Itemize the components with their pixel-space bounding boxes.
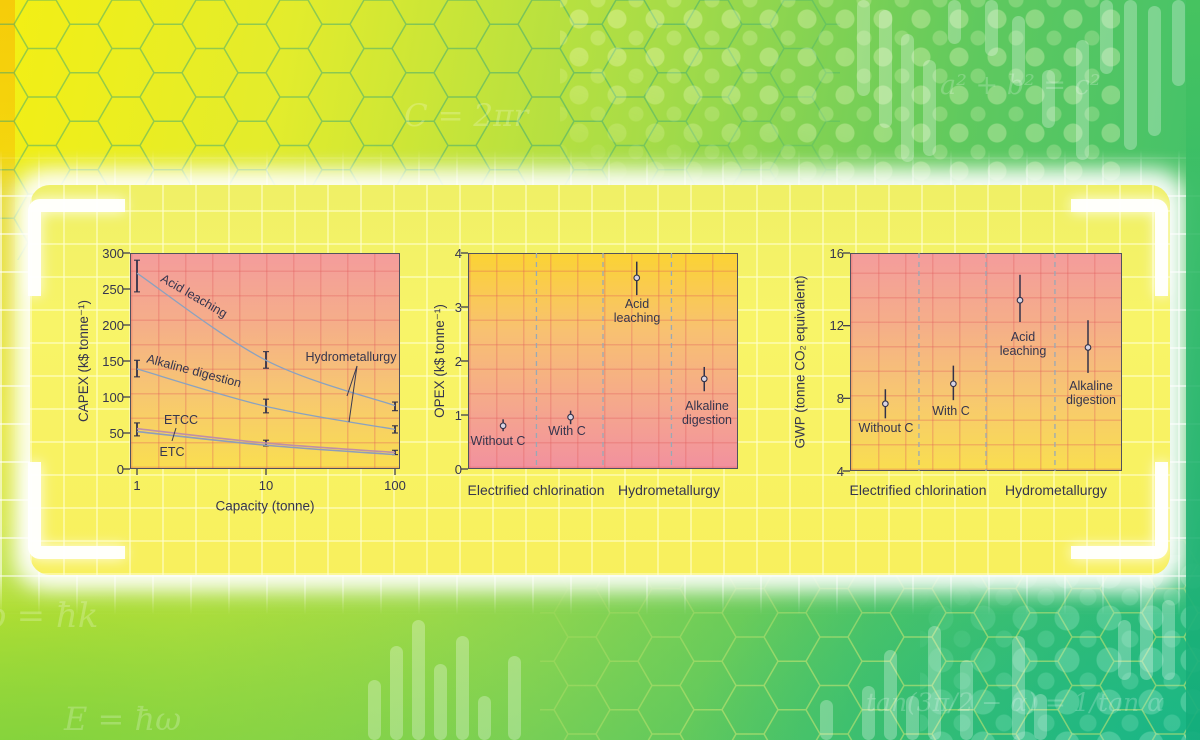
right-edge-strip	[1186, 0, 1200, 740]
equalizer-bar	[1076, 40, 1089, 160]
group-label-hydrometallurgy-opex: Hydrometallurgy	[618, 482, 720, 498]
tick-label: 2	[454, 353, 462, 369]
equalizer-bar	[901, 34, 914, 162]
equalizer-bar	[1124, 0, 1137, 150]
equalizer-bar	[508, 656, 521, 740]
formula-circumference: C = 2πr	[404, 98, 529, 134]
equalizer-bar	[857, 0, 870, 96]
tick-label: 300	[102, 245, 124, 261]
capex-x-axis-label: Capacity (tonne)	[215, 498, 315, 514]
equalizer-bar	[1100, 0, 1113, 74]
equalizer-bar	[1118, 620, 1131, 680]
equalizer-bar	[1012, 636, 1025, 740]
equalizer-bar	[879, 10, 892, 128]
corner-bracket-bottom-left	[28, 462, 125, 559]
tick-label: 1	[133, 478, 141, 493]
tick-label: 0	[454, 461, 462, 477]
equalizer-bar	[1034, 694, 1047, 740]
gwp-plot-area	[850, 253, 1122, 471]
equalizer-bar	[1172, 0, 1185, 86]
equalizer-bar	[1042, 70, 1055, 128]
tick-label: 12	[829, 318, 844, 334]
equalizer-bar	[1148, 6, 1161, 136]
corner-bracket-bottom-right	[1071, 462, 1168, 559]
tick-label: 8	[836, 390, 844, 406]
annotation-etcc: ETCC	[163, 413, 199, 427]
equalizer-bar	[948, 0, 961, 44]
equalizer-bar	[960, 660, 973, 740]
tick-label: 100	[384, 478, 406, 493]
formula-pythagoras: a² + b² = c²	[940, 70, 1101, 101]
tick-label: 150	[102, 353, 124, 369]
tick-label: 16	[829, 245, 844, 261]
equalizer-bar	[862, 686, 875, 740]
annotation-without-c-opex: Without C	[470, 434, 526, 448]
tick-label: 3	[454, 299, 462, 315]
equalizer-bar	[820, 700, 833, 740]
formula-tangent: tan(3π/2 − α) = 1/tan α	[866, 688, 1164, 717]
annotation-without-c-gwp: Without C	[858, 421, 914, 435]
annotation-with-c-gwp: With C	[932, 404, 970, 418]
annotation-with-c-opex: With C	[548, 424, 586, 438]
equalizer-bar	[412, 620, 425, 740]
equalizer-bar	[985, 0, 998, 56]
corner-bracket-top-right	[1071, 199, 1168, 296]
corner-bracket-top-left	[28, 199, 125, 296]
annotation-hydrometallurgy-capex: Hydrometallurgy	[305, 350, 397, 364]
equalizer-bar	[928, 626, 941, 740]
formula-energy: E = ħω	[64, 700, 182, 738]
tick-label: 250	[102, 281, 124, 297]
equalizer-bar	[368, 680, 381, 740]
equalizer-bar	[434, 664, 447, 740]
tick-label: 4	[454, 245, 462, 261]
tick-label: 100	[102, 389, 124, 405]
equalizer-bar	[478, 696, 491, 740]
equalizer-bar	[1012, 16, 1025, 86]
annotation-alkaline-digestion-gwp: Alkaline digestion	[1065, 379, 1117, 407]
equalizer-bar	[456, 636, 469, 740]
tick-label: 4	[836, 463, 844, 479]
group-label-electrified-chlorination-opex: Electrified chlorination	[467, 482, 605, 498]
tick-label: 10	[258, 478, 274, 493]
equalizer-bar	[923, 60, 936, 156]
annotation-alkaline-digestion-opex: Alkaline digestion	[681, 399, 733, 427]
gwp-y-axis-label: GWP (tonne CO₂ equivalent)	[792, 275, 808, 449]
annotation-acid-leaching-gwp: Acid leaching	[999, 330, 1047, 358]
group-label-hydrometallurgy-gwp: Hydrometallurgy	[1005, 482, 1107, 498]
tick-label: 0	[116, 461, 124, 477]
tick-label: 1	[454, 407, 462, 423]
equalizer-bar	[390, 646, 403, 740]
tick-label: 200	[102, 317, 124, 333]
annotation-etc: ETC	[159, 445, 185, 459]
equalizer-bar	[1162, 600, 1175, 680]
equalizer-bar	[906, 696, 919, 740]
group-label-electrified-chlorination-gwp: Electrified chlorination	[849, 482, 987, 498]
annotation-acid-leaching-opex: Acid leaching	[613, 297, 661, 325]
tick-label: 50	[109, 425, 124, 441]
equalizer-bar	[884, 650, 897, 740]
